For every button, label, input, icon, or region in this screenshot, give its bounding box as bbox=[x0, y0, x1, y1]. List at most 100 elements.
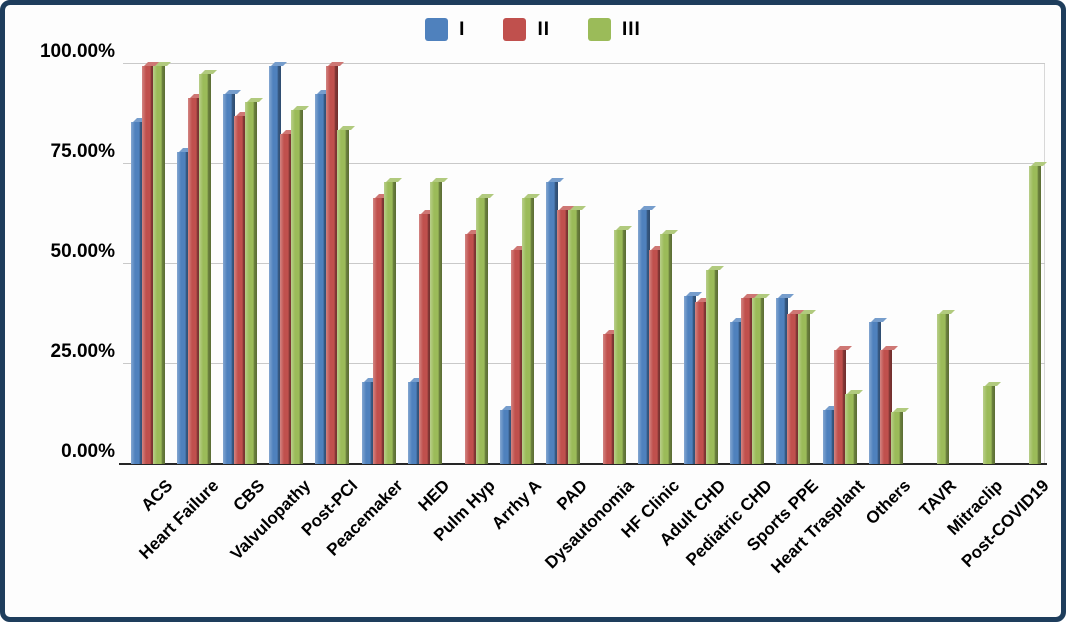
bar-group-adult-chd bbox=[676, 64, 725, 464]
bar-iii-pulm-hyp bbox=[475, 194, 494, 464]
bar-top-face bbox=[686, 292, 703, 296]
bar-i-hf-clinic bbox=[638, 206, 657, 464]
bar-group-acs bbox=[123, 62, 171, 464]
bar-top-face bbox=[225, 90, 242, 94]
bar-ii-pediatric-chd bbox=[741, 294, 760, 464]
bar-i-adult-chd bbox=[684, 292, 703, 464]
legend-label: III bbox=[622, 18, 641, 40]
bar-ii-valvulopathy bbox=[280, 130, 299, 464]
y-tick-label-0: 0.00% bbox=[61, 441, 115, 462]
legend-swatch-icon bbox=[503, 18, 527, 41]
legend-label: II bbox=[537, 18, 550, 40]
legend-swatch-icon bbox=[588, 18, 611, 41]
bar-i-hed bbox=[407, 378, 426, 464]
y-tick-label-25: 25.00% bbox=[50, 341, 115, 362]
bar-i-sports-ppe bbox=[776, 294, 795, 464]
x-tick-label-text: CBS bbox=[229, 476, 269, 515]
bar-group-hf-clinic bbox=[630, 64, 679, 464]
bar-top-face bbox=[870, 318, 887, 322]
bar-ii-post-pci bbox=[326, 62, 345, 464]
plot-area: 0.00% 25.00% 50.00% 75.00% 100.00% bbox=[40, 41, 1047, 465]
bar-ii-heart-trasplant bbox=[833, 346, 852, 464]
gridline-50 bbox=[123, 263, 1045, 264]
bar-i-valvulopathy bbox=[269, 62, 288, 464]
x-tick-label-text: ACS bbox=[137, 476, 177, 515]
bar-iii-arrhy-a bbox=[521, 194, 540, 464]
bar-iii-sports-ppe bbox=[798, 310, 817, 464]
bar-iii-peacemaker bbox=[383, 178, 402, 464]
bar-i-pediatric-chd bbox=[730, 318, 749, 464]
bar-group-valvulopathy bbox=[261, 62, 310, 464]
legend-item-iii: III bbox=[588, 18, 641, 41]
bar-iii-hf-clinic bbox=[660, 230, 679, 464]
bar-iii-pediatric-chd bbox=[752, 294, 771, 464]
bar-group-cbs bbox=[215, 64, 264, 464]
bar-group-arrhy-a bbox=[492, 64, 540, 464]
x-tick-label-text: Arrhy A bbox=[488, 476, 546, 534]
bar-ii-adult-chd bbox=[695, 298, 714, 464]
bar-iii-dysautonomia bbox=[614, 226, 632, 464]
bar-group-dysautonomia bbox=[584, 64, 632, 464]
bar-top-face bbox=[328, 62, 345, 66]
gridline-100 bbox=[123, 63, 1045, 64]
bar-group-hed bbox=[400, 64, 448, 464]
bar-i-arrhy-a bbox=[499, 406, 518, 464]
bar-i-pad bbox=[545, 178, 564, 464]
x-tick-label-text: HED bbox=[414, 476, 454, 515]
bar-group-heart-trasplant bbox=[815, 64, 863, 464]
bar-top-face bbox=[778, 294, 795, 298]
x-tick-label-text: Others bbox=[861, 476, 915, 529]
bar-iii-valvulopathy bbox=[291, 106, 310, 464]
x-axis-line bbox=[119, 463, 1047, 465]
bar-top-face bbox=[271, 62, 288, 66]
bar-iii-post-pci bbox=[337, 126, 356, 464]
bar-ii-dysautonomia bbox=[603, 330, 621, 464]
plot-right-border bbox=[1044, 64, 1045, 464]
bar-group-tavr bbox=[907, 64, 955, 464]
bar-group-post-pci bbox=[307, 62, 356, 464]
bar-ii-cbs bbox=[234, 112, 253, 464]
bar-iii-others bbox=[890, 408, 909, 464]
bar-group-mitraclip bbox=[953, 64, 1001, 464]
bar-iii-heart-failure bbox=[199, 70, 218, 464]
bar-iii-cbs bbox=[245, 98, 264, 464]
bar-top-face bbox=[547, 178, 564, 182]
gridline-75 bbox=[123, 163, 1045, 164]
bar-ii-hed bbox=[418, 210, 437, 464]
gridline-25 bbox=[123, 363, 1045, 364]
bar-ii-others bbox=[879, 346, 898, 464]
bar-i-heart-trasplant bbox=[822, 406, 841, 464]
bar-ii-hf-clinic bbox=[649, 246, 668, 464]
bar-i-acs bbox=[131, 118, 149, 464]
bar-ii-sports-ppe bbox=[787, 310, 806, 464]
bar-top-face bbox=[1030, 162, 1047, 166]
y-tick-label-50: 50.00% bbox=[50, 241, 115, 262]
x-tick-label-text: PAD bbox=[553, 476, 592, 514]
chart-legend: I II III bbox=[5, 18, 1061, 41]
bar-group-pulm-hyp bbox=[446, 64, 494, 464]
bar-group-pediatric-chd bbox=[722, 64, 771, 464]
bar-i-others bbox=[868, 318, 887, 464]
bar-group-sports-ppe bbox=[768, 64, 817, 464]
bar-group-peacemaker bbox=[354, 64, 402, 464]
bar-iii-acs bbox=[153, 62, 171, 464]
bar-group-post-covid19 bbox=[999, 64, 1047, 464]
bar-group-heart-failure bbox=[169, 64, 218, 464]
bar-iii-post-covid19 bbox=[1028, 162, 1047, 464]
bar-ii-peacemaker bbox=[372, 194, 391, 464]
bar-i-cbs bbox=[223, 90, 242, 464]
bar-i-heart-failure bbox=[177, 148, 196, 464]
legend-label: I bbox=[459, 18, 466, 40]
y-tick-label-75: 75.00% bbox=[50, 141, 115, 162]
bar-i-post-pci bbox=[315, 90, 334, 464]
bar-iii-adult-chd bbox=[706, 266, 725, 464]
bar-iii-hed bbox=[429, 178, 448, 464]
bar-group-pad bbox=[538, 64, 586, 464]
bar-iii-pad bbox=[567, 206, 586, 464]
bar-ii-heart-failure bbox=[188, 94, 207, 464]
legend-item-i: I bbox=[425, 18, 465, 41]
bar-group-others bbox=[861, 64, 909, 464]
bar-iii-mitraclip bbox=[982, 382, 1001, 464]
bar-top-face bbox=[640, 206, 657, 210]
